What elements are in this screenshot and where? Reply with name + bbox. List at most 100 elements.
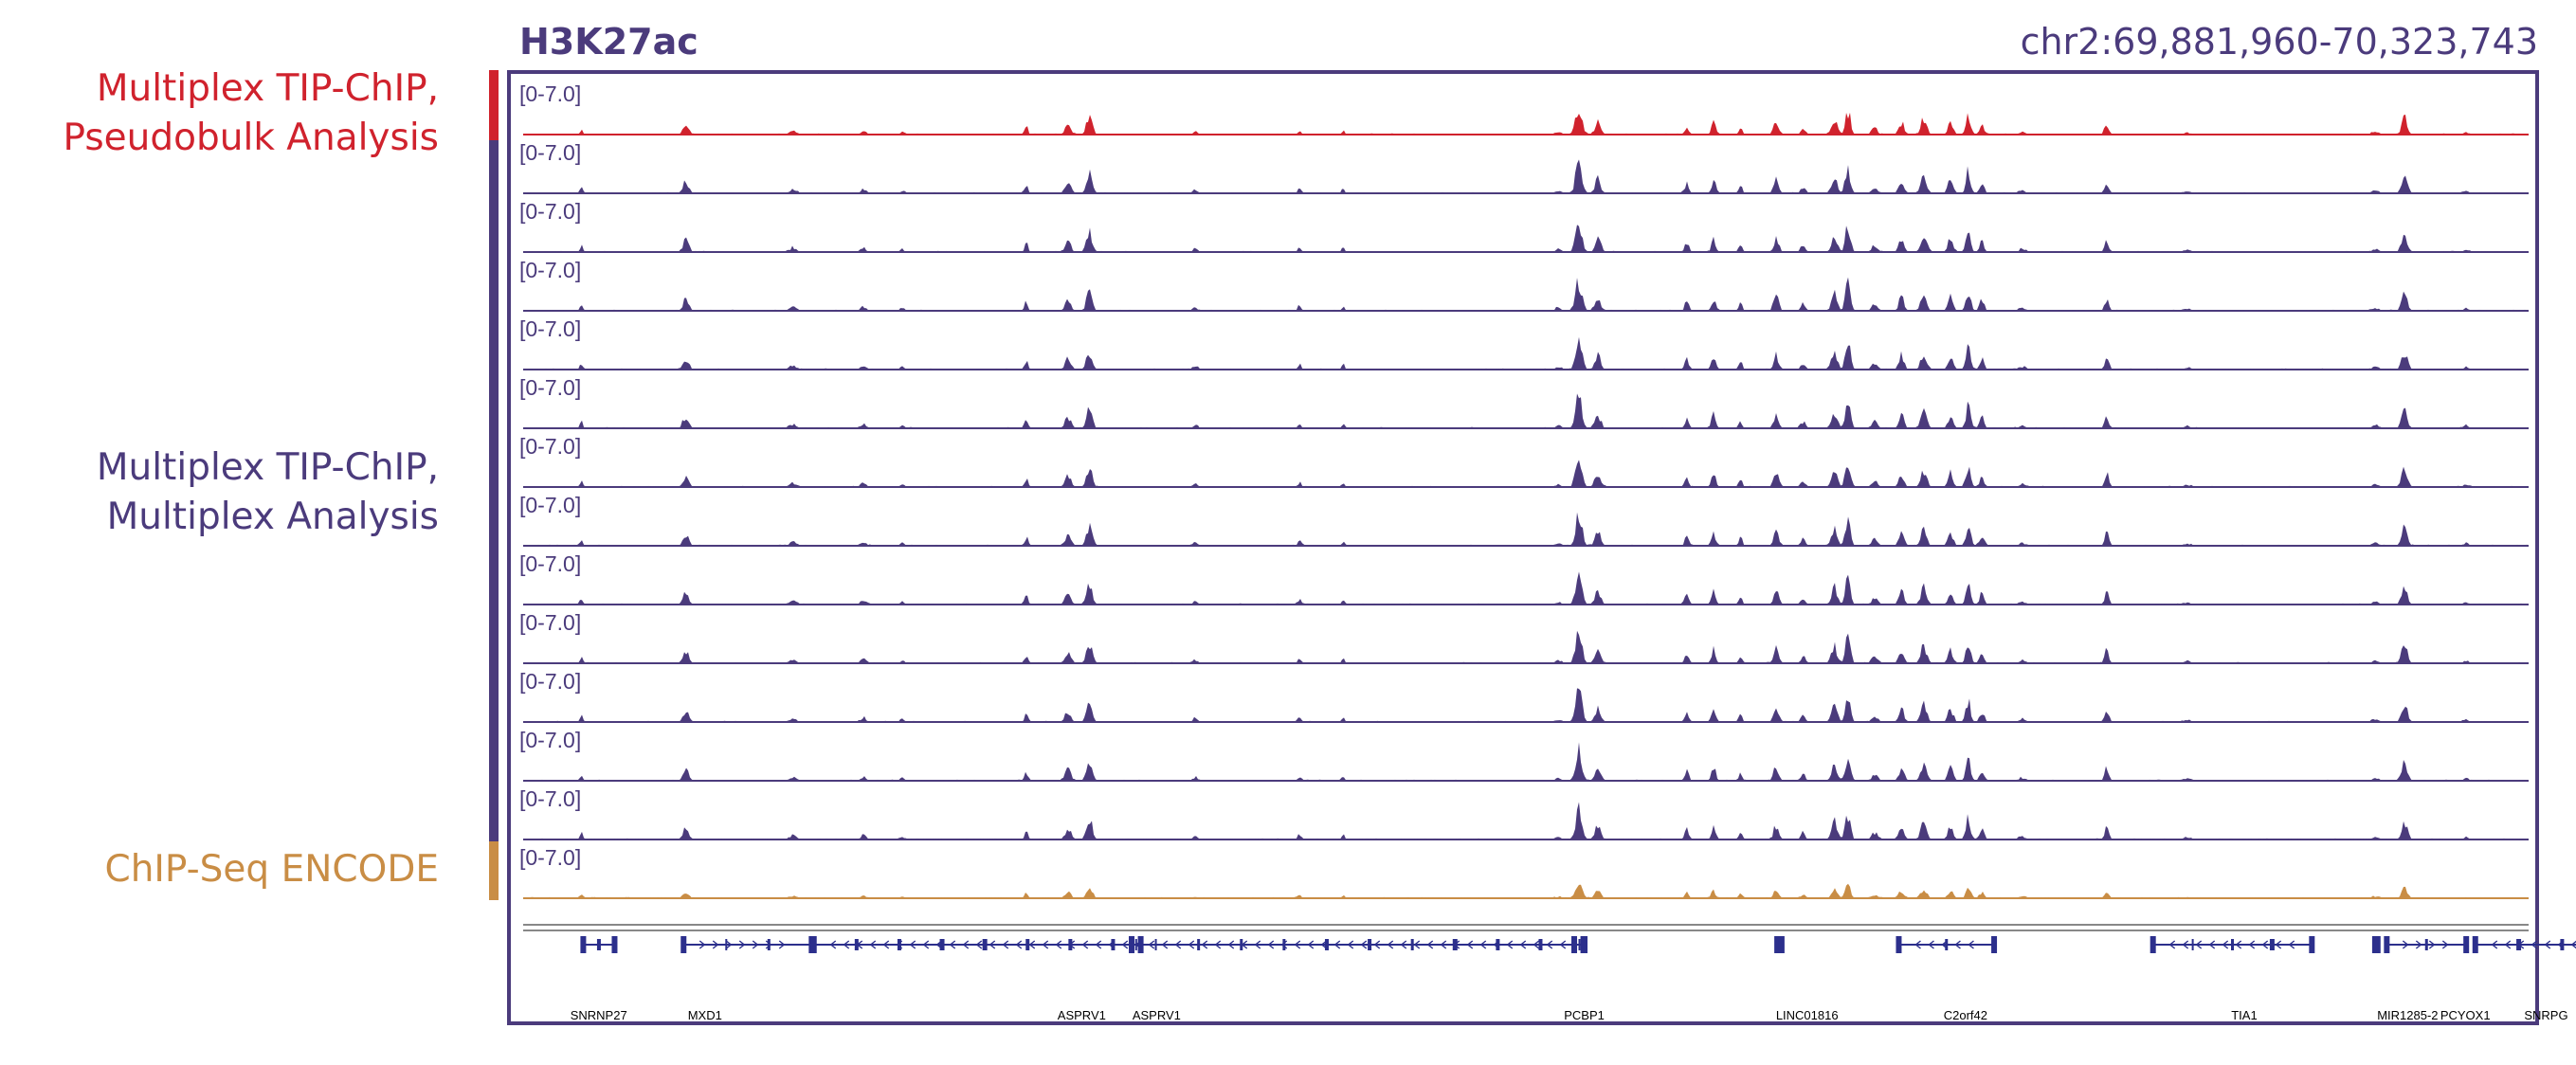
gene-2-strand-arrow bbox=[1042, 940, 1049, 949]
gene-2-strand-arrow bbox=[1440, 940, 1447, 949]
track-7-signal bbox=[523, 512, 2529, 546]
gene-1-exon-2 bbox=[767, 939, 771, 950]
genome-browser-frame bbox=[507, 70, 2539, 1025]
gene-2-strand-arrow bbox=[1201, 940, 1208, 949]
gene-2-strand-arrow bbox=[975, 940, 983, 949]
gene-7-strand-arrow bbox=[2261, 940, 2269, 949]
gene-7-exon-0 bbox=[2150, 936, 2156, 953]
track-11-signal bbox=[523, 742, 2529, 781]
gene-9-strand-arrow bbox=[2428, 940, 2436, 949]
gene-2-exon-17 bbox=[1538, 939, 1543, 950]
gene-2-exon-5 bbox=[1025, 939, 1030, 950]
group-label-multiplex-line2: Multiplex Analysis bbox=[106, 496, 439, 538]
track-6-range-label: [0-7.0] bbox=[519, 434, 581, 459]
track-11-range-label: [0-7.0] bbox=[519, 728, 581, 752]
gene-2-exon-0 bbox=[810, 936, 817, 953]
gene-2-strand-arrow bbox=[896, 940, 903, 949]
gene-2-exon-14 bbox=[1410, 939, 1414, 950]
gene-5-exon-0 bbox=[1774, 936, 1781, 953]
gene-2-strand-arrow bbox=[1068, 940, 1076, 949]
gene-3-exon-0 bbox=[1129, 936, 1135, 953]
gene-2-exon-7 bbox=[1111, 939, 1116, 950]
track-9-range-label: [0-7.0] bbox=[519, 610, 581, 635]
gene-2-exon-3 bbox=[939, 939, 945, 950]
gene-2-exon-9 bbox=[1197, 939, 1201, 950]
gene-7-label: TIA1 bbox=[2231, 1008, 2257, 1022]
gene-10-strand-arrow bbox=[2570, 940, 2576, 949]
gene-6-strand-arrow bbox=[1914, 940, 1921, 949]
gene-2-strand-arrow bbox=[909, 940, 916, 949]
gene-7-exon-3 bbox=[2269, 939, 2275, 950]
gene-3-label: ASPRV1 bbox=[1133, 1008, 1181, 1022]
gene-1-strand-arrow bbox=[712, 940, 719, 949]
gene-6-strand-arrow bbox=[1968, 940, 1974, 949]
gene-2-strand-arrow bbox=[962, 940, 970, 949]
gene-2-strand-arrow bbox=[935, 940, 943, 949]
gene-2-strand-arrow bbox=[1426, 940, 1434, 949]
gene-2-strand-arrow bbox=[1493, 940, 1500, 949]
gene-10-strand-arrow bbox=[2517, 940, 2525, 949]
gene-2-strand-arrow bbox=[1161, 940, 1169, 949]
group-label-multiplex: Multiplex TIP-ChIP, Multiplex Analysis bbox=[97, 443, 439, 542]
gene-2-strand-arrow bbox=[1214, 940, 1222, 949]
gene-2-strand-arrow bbox=[1241, 940, 1248, 949]
gene-9-strand-arrow bbox=[2402, 940, 2409, 949]
gene-7-exon-2 bbox=[2231, 939, 2235, 950]
gene-0-exon-0 bbox=[580, 936, 587, 953]
gene-2-strand-arrow bbox=[843, 940, 850, 949]
gene-5-exon-2 bbox=[1778, 936, 1785, 953]
track-10-signal bbox=[523, 688, 2529, 722]
gene-6-exon-0 bbox=[1896, 936, 1902, 953]
gene-2-strand-arrow bbox=[1320, 940, 1328, 949]
track-7-range-label: [0-7.0] bbox=[519, 493, 581, 517]
gene-2-strand-arrow bbox=[949, 940, 956, 949]
group-label-pseudobulk: Multiplex TIP-ChIP, Pseudobulk Analysis bbox=[63, 64, 439, 163]
gene-2-exon-2 bbox=[897, 939, 901, 950]
gene-3-exon-2 bbox=[1137, 936, 1144, 953]
track-4-range-label: [0-7.0] bbox=[519, 316, 581, 341]
gene-2-strand-arrow bbox=[1559, 940, 1567, 949]
gene-2-strand-arrow bbox=[989, 940, 996, 949]
gene-4-exon-2 bbox=[1582, 936, 1588, 953]
gene-2-strand-arrow bbox=[1387, 940, 1394, 949]
gene-6-strand-arrow bbox=[1954, 940, 1961, 949]
track-6-signal bbox=[523, 460, 2529, 487]
gene-7-strand-arrow bbox=[2275, 940, 2282, 949]
group-label-encode: ChIP-Seq ENCODE bbox=[104, 845, 439, 894]
gene-2-strand-arrow bbox=[1413, 940, 1421, 949]
gene-2-strand-arrow bbox=[1028, 940, 1036, 949]
group-label-pseudobulk-line2: Pseudobulk Analysis bbox=[63, 117, 439, 159]
gene-7-strand-arrow bbox=[2288, 940, 2295, 949]
gene-2-strand-arrow bbox=[1121, 940, 1129, 949]
gene-9-strand-arrow bbox=[2415, 940, 2422, 949]
gene-6-exon-2 bbox=[1991, 936, 1998, 953]
gene-2-exon-13 bbox=[1368, 939, 1372, 950]
gene-3-exon-1 bbox=[1134, 939, 1137, 950]
gene-9-exon-0 bbox=[2384, 936, 2390, 953]
gene-1-strand-arrow bbox=[738, 940, 746, 949]
gene-7-exon-4 bbox=[2309, 936, 2315, 953]
track-12-signal bbox=[523, 802, 2529, 839]
group-bar-pseudobulk bbox=[489, 70, 499, 140]
gene-0-exon-2 bbox=[611, 936, 618, 953]
track-2-range-label: [0-7.0] bbox=[519, 199, 581, 224]
gene-2-strand-arrow bbox=[1400, 940, 1407, 949]
gene-7-strand-arrow bbox=[2195, 940, 2203, 949]
track-8-signal bbox=[523, 571, 2529, 605]
gene-7-strand-arrow bbox=[2248, 940, 2256, 949]
gene-2-strand-arrow bbox=[1333, 940, 1341, 949]
gene-1-exon-1 bbox=[725, 939, 728, 950]
gene-10-strand-arrow bbox=[2544, 940, 2551, 949]
gene-1-strand-arrow bbox=[778, 940, 786, 949]
gene-10-strand-arrow bbox=[2491, 940, 2498, 949]
gene-2-exon-16 bbox=[1496, 939, 1500, 950]
group-label-multiplex-line1: Multiplex TIP-ChIP, bbox=[96, 446, 439, 489]
gene-2-strand-arrow bbox=[1347, 940, 1354, 949]
gene-6-strand-arrow bbox=[1928, 940, 1934, 949]
group-bar-encode bbox=[489, 841, 499, 900]
gene-7-strand-arrow bbox=[2222, 940, 2229, 949]
gene-7-strand-arrow bbox=[2168, 940, 2176, 949]
gene-1-strand-arrow bbox=[765, 940, 772, 949]
gene-2-strand-arrow bbox=[1479, 940, 1487, 949]
